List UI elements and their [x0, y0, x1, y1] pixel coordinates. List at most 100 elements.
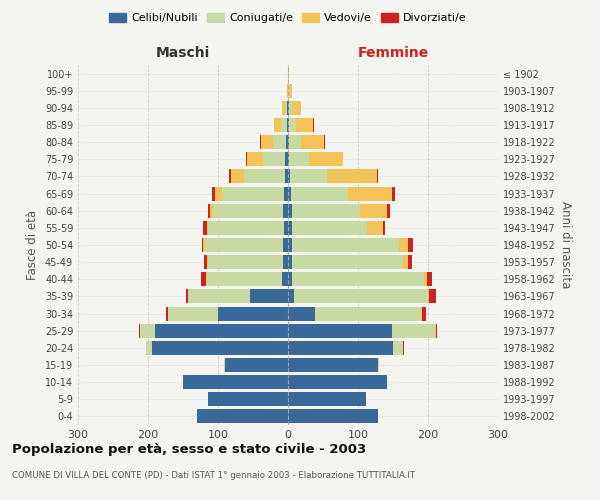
Bar: [203, 221, 207, 235]
Bar: [387, 204, 389, 218]
Bar: [283, 238, 288, 252]
Bar: [287, 84, 288, 98]
Bar: [224, 358, 225, 372]
Bar: [282, 101, 285, 115]
Bar: [232, 170, 244, 183]
Bar: [155, 324, 288, 338]
Bar: [292, 238, 398, 252]
Bar: [205, 238, 283, 252]
Bar: [292, 255, 403, 269]
Bar: [285, 101, 287, 115]
Bar: [293, 290, 428, 304]
Bar: [283, 255, 288, 269]
Bar: [286, 135, 288, 149]
Bar: [288, 272, 292, 286]
Bar: [292, 101, 301, 115]
Bar: [288, 101, 289, 115]
Bar: [212, 186, 215, 200]
Bar: [289, 84, 292, 98]
Bar: [208, 221, 284, 235]
Bar: [289, 101, 292, 115]
Bar: [313, 118, 314, 132]
Bar: [326, 170, 377, 183]
Bar: [287, 101, 288, 115]
Bar: [283, 272, 288, 286]
Bar: [288, 204, 292, 218]
Bar: [247, 152, 263, 166]
Bar: [288, 152, 289, 166]
Bar: [288, 238, 292, 252]
Bar: [166, 306, 167, 320]
Bar: [197, 410, 288, 424]
Bar: [273, 135, 286, 149]
Bar: [409, 238, 413, 252]
Bar: [292, 272, 424, 286]
Bar: [288, 170, 290, 183]
Bar: [183, 375, 288, 389]
Bar: [377, 358, 379, 372]
Bar: [146, 341, 151, 355]
Bar: [284, 221, 288, 235]
Bar: [287, 118, 288, 132]
Bar: [289, 152, 309, 166]
Bar: [202, 238, 203, 252]
Bar: [274, 118, 281, 132]
Bar: [348, 186, 392, 200]
Bar: [207, 221, 208, 235]
Bar: [151, 341, 288, 355]
Bar: [403, 255, 408, 269]
Bar: [260, 135, 274, 149]
Bar: [427, 272, 431, 286]
Bar: [288, 358, 377, 372]
Bar: [281, 118, 287, 132]
Bar: [250, 290, 288, 304]
Bar: [288, 290, 293, 304]
Bar: [408, 255, 412, 269]
Bar: [301, 135, 325, 149]
Bar: [367, 221, 383, 235]
Bar: [208, 204, 210, 218]
Text: Femmine: Femmine: [358, 46, 428, 60]
Bar: [398, 238, 409, 252]
Bar: [208, 255, 283, 269]
Bar: [430, 290, 436, 304]
Bar: [309, 152, 343, 166]
Bar: [285, 152, 288, 166]
Text: COMUNE DI VILLA DEL CONTE (PD) - Dati ISTAT 1° gennaio 2003 - Elaborazione TUTTI: COMUNE DI VILLA DEL CONTE (PD) - Dati IS…: [12, 471, 415, 480]
Y-axis label: Anni di nascita: Anni di nascita: [559, 202, 572, 288]
Bar: [288, 118, 289, 132]
Bar: [283, 204, 288, 218]
Bar: [288, 255, 292, 269]
Bar: [288, 306, 314, 320]
Bar: [289, 135, 301, 149]
Bar: [188, 290, 250, 304]
Bar: [383, 221, 385, 235]
Text: Maschi: Maschi: [156, 46, 210, 60]
Bar: [292, 204, 360, 218]
Bar: [139, 324, 140, 338]
Bar: [288, 392, 367, 406]
Bar: [167, 306, 218, 320]
Bar: [215, 186, 222, 200]
Bar: [186, 290, 188, 304]
Bar: [288, 186, 291, 200]
Bar: [435, 324, 436, 338]
Y-axis label: Fasce di età: Fasce di età: [26, 210, 39, 280]
Bar: [393, 341, 403, 355]
Bar: [207, 255, 208, 269]
Bar: [225, 358, 288, 372]
Bar: [213, 204, 283, 218]
Bar: [288, 375, 388, 389]
Bar: [392, 324, 435, 338]
Bar: [292, 221, 367, 235]
Bar: [203, 238, 205, 252]
Bar: [284, 170, 288, 183]
Legend: Celibi/Nubili, Coniugati/e, Vedovi/e, Divorziati/e: Celibi/Nubili, Coniugati/e, Vedovi/e, Di…: [105, 8, 471, 28]
Bar: [424, 272, 427, 286]
Bar: [288, 221, 292, 235]
Bar: [140, 324, 155, 338]
Bar: [291, 186, 348, 200]
Bar: [244, 170, 284, 183]
Bar: [288, 324, 392, 338]
Bar: [288, 135, 289, 149]
